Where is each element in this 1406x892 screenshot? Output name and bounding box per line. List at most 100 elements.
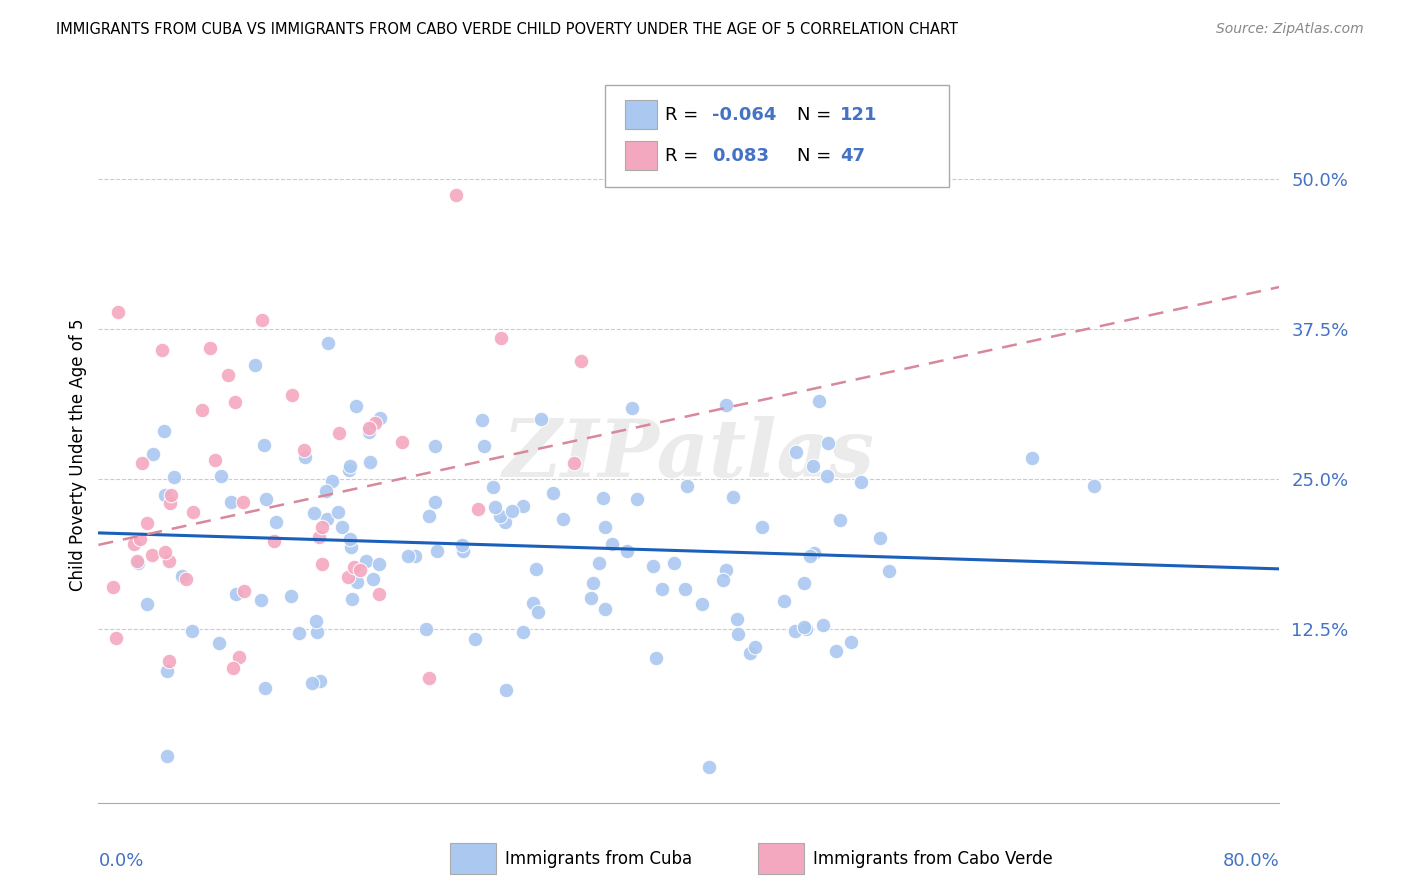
Text: N =: N = <box>797 106 831 124</box>
Point <box>153 545 176 559</box>
Point <box>159 496 181 510</box>
Point <box>451 537 474 551</box>
Point <box>357 425 380 440</box>
Point <box>471 413 494 427</box>
Text: 47: 47 <box>841 146 865 164</box>
Point <box>156 749 179 764</box>
Point <box>321 474 343 488</box>
Point <box>484 500 506 514</box>
Point <box>869 531 891 545</box>
Point <box>225 586 247 600</box>
Point <box>153 488 176 502</box>
Point <box>645 651 668 665</box>
Point <box>621 401 644 415</box>
Point <box>849 475 872 490</box>
Point <box>662 557 685 571</box>
Point <box>288 626 311 640</box>
Point <box>641 558 664 573</box>
Point <box>294 450 316 464</box>
Point <box>222 661 245 675</box>
Point <box>340 592 363 607</box>
Point <box>713 573 735 587</box>
Point <box>152 424 174 438</box>
Text: ZIPatlas: ZIPatlas <box>503 417 875 493</box>
Point <box>157 554 180 568</box>
Point <box>340 540 363 554</box>
Y-axis label: Child Poverty Under the Age of 5: Child Poverty Under the Age of 5 <box>69 318 87 591</box>
Point <box>807 394 830 409</box>
Point <box>593 520 616 534</box>
Point <box>489 331 512 345</box>
Point <box>156 664 179 678</box>
Point <box>813 618 835 632</box>
Point <box>530 411 553 425</box>
Point <box>122 537 145 551</box>
Text: 0.0%: 0.0% <box>98 852 143 870</box>
Point <box>204 453 226 467</box>
Point <box>305 625 328 640</box>
Text: Immigrants from Cabo Verde: Immigrants from Cabo Verde <box>813 849 1053 868</box>
Point <box>346 574 368 589</box>
Text: R =: R = <box>665 146 697 164</box>
Point <box>253 438 276 452</box>
Point <box>135 597 157 611</box>
Point <box>464 632 486 647</box>
Point <box>217 368 239 382</box>
Point <box>292 443 315 458</box>
Point <box>281 388 304 402</box>
Point <box>1021 451 1043 466</box>
Point <box>367 587 389 601</box>
Point <box>716 563 738 577</box>
Point <box>363 572 385 586</box>
Point <box>370 411 392 425</box>
Point <box>250 592 273 607</box>
Point <box>309 673 332 688</box>
Point <box>773 594 796 608</box>
Point <box>311 557 333 571</box>
Point <box>751 520 773 534</box>
Point <box>163 470 186 484</box>
Point <box>301 676 323 690</box>
Point <box>522 596 544 610</box>
Point <box>451 544 474 558</box>
Point <box>127 557 149 571</box>
Point <box>404 549 426 563</box>
Point <box>245 358 267 372</box>
Text: R =: R = <box>665 106 697 124</box>
Point <box>697 760 720 774</box>
Point <box>725 611 748 625</box>
Point <box>128 532 150 546</box>
Point <box>512 500 534 514</box>
Point <box>418 671 440 685</box>
Point <box>562 456 585 470</box>
Point <box>224 394 246 409</box>
Point <box>339 459 361 474</box>
Point <box>418 509 440 524</box>
Point <box>481 480 503 494</box>
Bar <box>624 141 657 169</box>
Point <box>817 435 839 450</box>
Point <box>208 636 231 650</box>
Point <box>785 624 807 638</box>
Point <box>232 494 254 508</box>
Point <box>160 488 183 502</box>
Point <box>125 554 148 568</box>
Point <box>311 520 333 534</box>
Point <box>588 556 610 570</box>
Point <box>727 626 749 640</box>
Point <box>593 601 616 615</box>
Point <box>579 591 602 605</box>
Point <box>467 501 489 516</box>
Point <box>219 495 242 509</box>
Point <box>799 549 821 564</box>
Point <box>825 644 848 658</box>
Point <box>316 336 339 351</box>
Point <box>793 620 815 634</box>
Text: Immigrants from Cuba: Immigrants from Cuba <box>505 849 692 868</box>
Point <box>356 554 378 568</box>
Point <box>616 544 638 558</box>
Point <box>841 635 863 649</box>
Text: 121: 121 <box>841 106 877 124</box>
Point <box>359 420 381 434</box>
Point <box>569 354 592 368</box>
